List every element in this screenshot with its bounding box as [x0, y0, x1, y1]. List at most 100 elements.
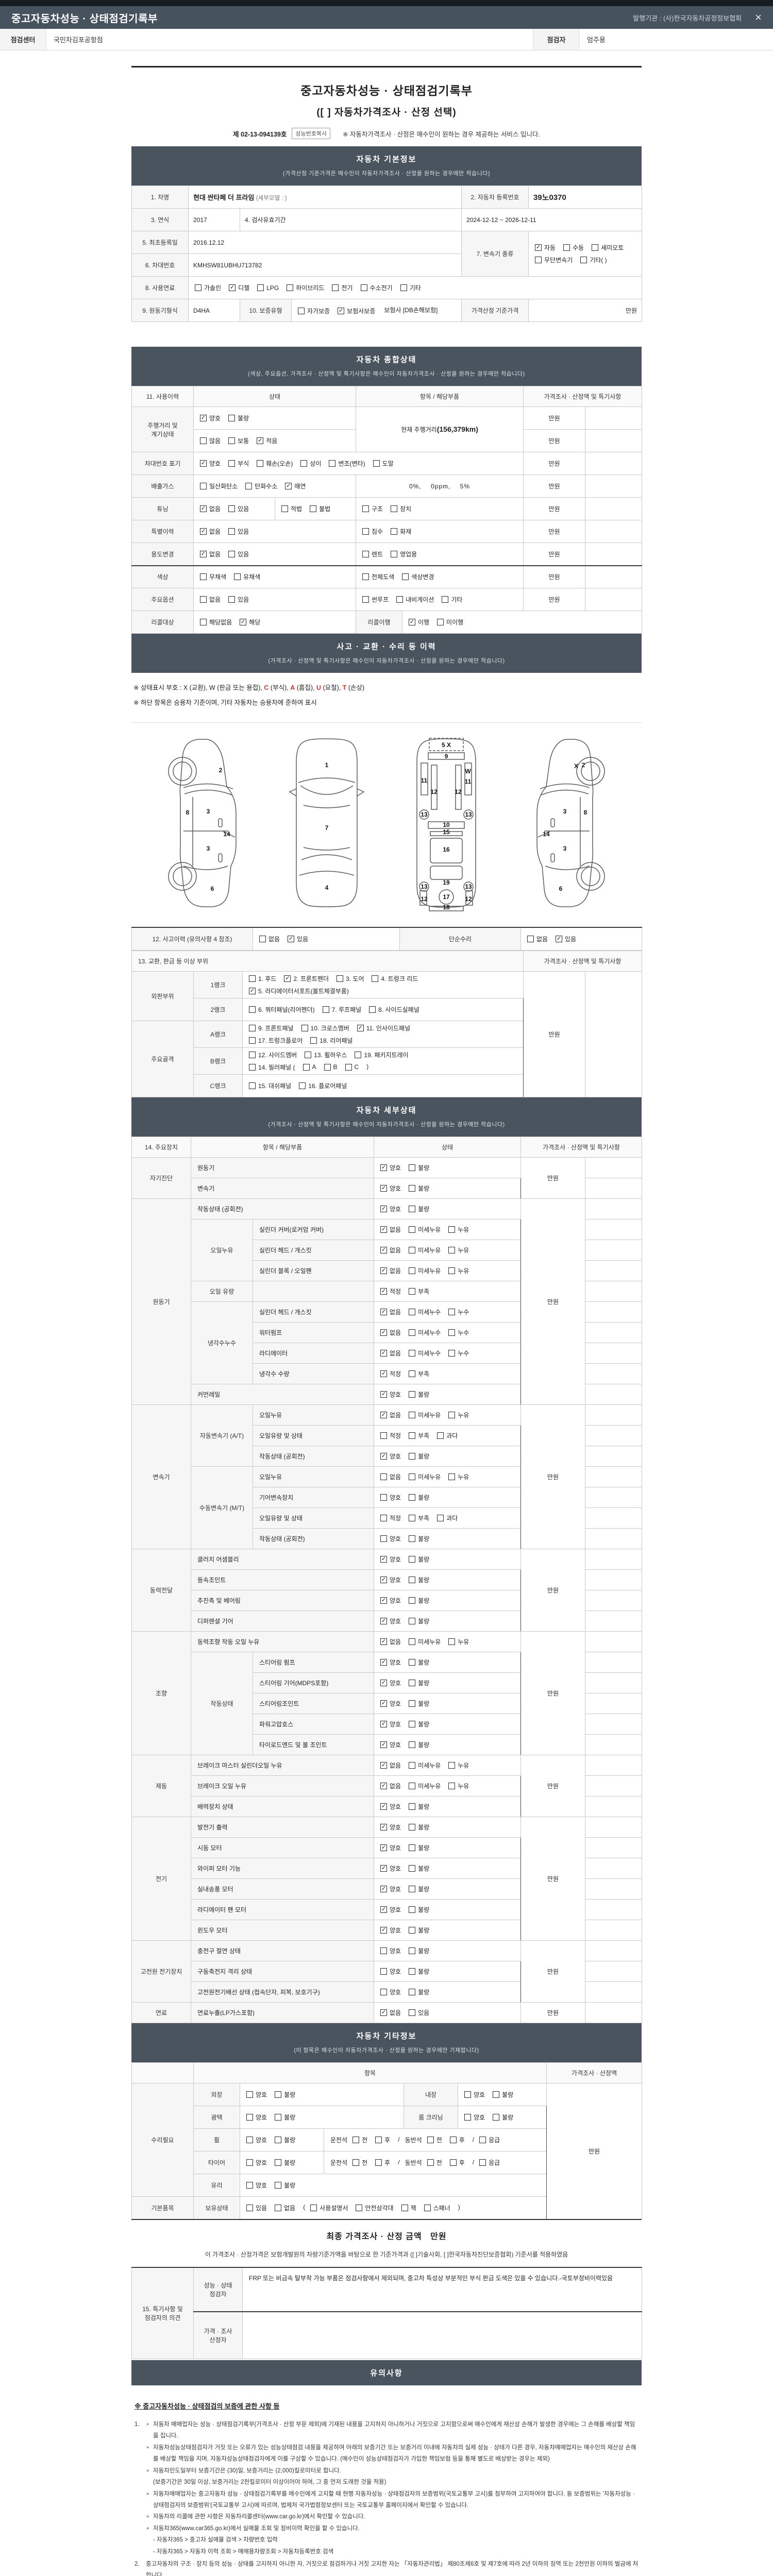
checkbox-option[interactable]: 17. 트렁크플로어 [249, 1036, 303, 1045]
checkbox-option[interactable]: 누유 [448, 1411, 469, 1419]
checkbox[interactable] [409, 1968, 416, 1975]
checkbox-option[interactable]: 하이브리드 [287, 283, 324, 292]
checkbox[interactable] [409, 1473, 416, 1480]
checkbox[interactable] [464, 2113, 471, 2121]
checkbox-option[interactable]: 미세누유 [409, 1782, 441, 1790]
checkbox[interactable] [298, 307, 305, 314]
checkbox-option[interactable]: 전 [427, 2136, 442, 2144]
checkbox[interactable] [527, 935, 534, 942]
checkbox-option[interactable]: ✓ 양호 [380, 1885, 401, 1893]
checkbox-option[interactable]: 미세누유 [409, 1472, 441, 1481]
checkbox-option[interactable]: 3. 도어 [336, 974, 364, 983]
checkbox[interactable] [409, 1638, 416, 1645]
checkbox-option[interactable]: ✓ 11. 인사이드패널 [357, 1024, 410, 1032]
checkbox-option[interactable]: 미세누수 [409, 1308, 441, 1316]
checkbox[interactable] [448, 1761, 456, 1769]
checkbox-option[interactable]: ✓ 양호 [380, 1864, 401, 1873]
checkbox[interactable] [246, 2204, 253, 2211]
checkbox-option[interactable]: 많음 [200, 436, 221, 445]
checkbox[interactable] [479, 2136, 486, 2143]
checkbox[interactable] [322, 1006, 329, 1013]
checkbox[interactable] [329, 460, 336, 467]
checkbox[interactable] [402, 573, 409, 581]
checkbox[interactable] [228, 415, 236, 421]
checkbox[interactable] [200, 596, 207, 603]
checkbox[interactable] [352, 2159, 360, 2166]
checkbox-option[interactable]: 불량 [409, 1658, 429, 1667]
checkbox[interactable]: ✓ [380, 1226, 387, 1233]
checkbox[interactable] [234, 573, 241, 581]
checkbox[interactable] [448, 1411, 456, 1418]
checkbox[interactable] [592, 244, 599, 251]
checkbox-option[interactable]: 불량 [409, 1699, 429, 1708]
checkbox-option[interactable]: ✓ 양호 [380, 1720, 401, 1728]
checkbox-option[interactable]: ✓ 양호 [380, 1823, 401, 1832]
checkbox-option[interactable]: 가솔린 [195, 283, 221, 292]
checkbox[interactable] [479, 2159, 486, 2166]
checkbox-option[interactable]: ✓ 양호 [380, 1184, 401, 1193]
checkbox-option[interactable]: 없음 [527, 935, 548, 943]
checkbox-option[interactable]: 6. 쿼터패널(리어펜더) [249, 1005, 315, 1014]
checkbox[interactable] [362, 573, 369, 581]
copy-number-button[interactable]: 성능번호복사 [292, 128, 331, 139]
checkbox[interactable]: ✓ [380, 1184, 387, 1192]
checkbox[interactable] [249, 975, 256, 982]
checkbox-option[interactable]: 불량 [409, 1205, 429, 1213]
checkbox[interactable]: ✓ [380, 1308, 387, 1315]
checkbox-option[interactable]: ✓ 양호 [380, 1658, 401, 1667]
checkbox[interactable] [409, 1844, 416, 1851]
checkbox-option[interactable]: 양호 [246, 2090, 267, 2099]
checkbox-option[interactable]: 영업용 [391, 550, 417, 558]
checkbox[interactable] [409, 1782, 416, 1789]
checkbox-option[interactable]: 미세누유 [409, 1246, 441, 1255]
checkbox[interactable]: ✓ [357, 1024, 364, 1031]
checkbox[interactable] [245, 483, 253, 489]
checkbox[interactable]: ✓ [200, 550, 207, 557]
checkbox-option[interactable]: 불량 [409, 1390, 429, 1399]
checkbox-option[interactable]: 누수 [448, 1328, 469, 1337]
checkbox-option[interactable]: ✓ 없음 [380, 1328, 401, 1337]
checkbox[interactable] [409, 1555, 416, 1563]
checkbox[interactable]: ✓ [380, 1391, 387, 1398]
checkbox-option[interactable]: 불량 [409, 1575, 429, 1584]
checkbox[interactable] [442, 596, 449, 603]
checkbox[interactable] [409, 1432, 416, 1439]
checkbox-option[interactable]: ✓ 없음 [380, 1225, 401, 1234]
checkbox[interactable] [275, 2181, 282, 2189]
checkbox[interactable] [380, 1988, 387, 1995]
checkbox[interactable] [345, 1063, 352, 1071]
checkbox[interactable] [352, 2136, 360, 2143]
checkbox[interactable] [228, 437, 236, 444]
checkbox-option[interactable]: 안전삼각대 [356, 2204, 394, 2212]
checkbox-option[interactable]: 전체도색 [362, 572, 394, 581]
checkbox[interactable] [303, 1063, 310, 1071]
checkbox[interactable]: ✓ [556, 935, 563, 942]
checkbox[interactable] [249, 1082, 256, 1089]
checkbox[interactable] [409, 1865, 416, 1872]
checkbox-option[interactable]: ✓ 양호 [380, 1452, 401, 1461]
checkbox-option[interactable]: 13. 휠하우스 [305, 1050, 347, 1059]
checkbox-option[interactable]: 미세누수 [409, 1328, 441, 1337]
checkbox-option[interactable]: ✓ 없음 [380, 1782, 401, 1790]
checkbox[interactable]: ✓ [380, 1370, 387, 1377]
checkbox[interactable] [409, 1184, 416, 1192]
checkbox[interactable] [409, 1329, 416, 1336]
checkbox[interactable]: ✓ [380, 1741, 387, 1748]
checkbox[interactable] [362, 596, 369, 603]
checkbox-option[interactable]: ✓ 매연 [285, 482, 306, 490]
checkbox[interactable] [336, 975, 343, 982]
checkbox-option[interactable]: ✓ 양호 [380, 1802, 401, 1811]
checkbox-option[interactable]: ✓ 2. 프론트펜더 [284, 974, 329, 983]
checkbox-option[interactable]: 없음 [275, 2204, 295, 2212]
checkbox-option[interactable]: ✓ 양호 [380, 1390, 401, 1399]
checkbox-option[interactable]: A [303, 1063, 316, 1071]
checkbox[interactable] [195, 284, 201, 291]
checkbox[interactable]: ✓ [380, 1555, 387, 1563]
checkbox-option[interactable]: ✓ 양호 [380, 1699, 401, 1708]
checkbox[interactable] [355, 1051, 362, 1058]
checkbox-option[interactable]: 양호 [380, 1967, 401, 1976]
checkbox-option[interactable]: ✓ 5. 라디에이터서포트(볼트체결부품) [249, 987, 349, 995]
checkbox-option[interactable]: ✓ 양호 [380, 1163, 401, 1172]
checkbox[interactable]: ✓ [380, 2009, 387, 2016]
checkbox-option[interactable]: ✓ 양호 [380, 1926, 401, 1935]
